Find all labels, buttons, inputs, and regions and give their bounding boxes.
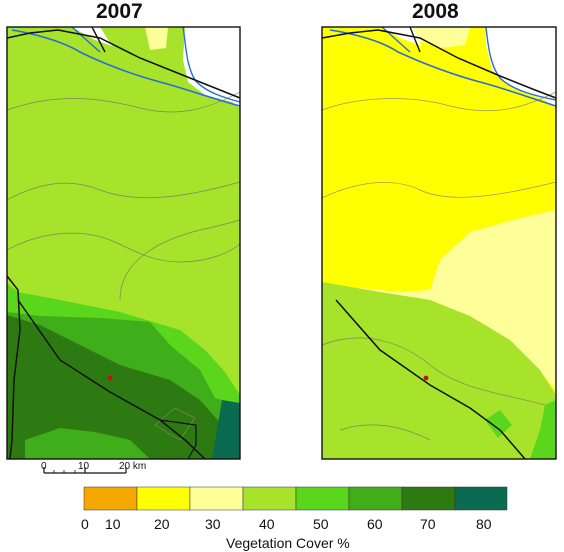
legend-swatch-1 — [136, 486, 191, 511]
scale-label-20km: 20 km — [119, 461, 147, 472]
scale-bar — [43, 467, 127, 474]
map-2007-river-branch — [71, 26, 101, 53]
map-2008-zone-30 — [322, 210, 556, 390]
map-2007-border — [6, 26, 241, 460]
map-2007-contour — [119, 219, 241, 301]
map-2007-contour — [6, 91, 241, 113]
map-2007-road — [91, 26, 106, 53]
map-2008-river-branch — [485, 26, 557, 101]
map-2008-unmapped-area — [486, 27, 556, 108]
legend-color-bar — [83, 486, 508, 511]
map-2008-site-marker — [423, 375, 429, 381]
map-2008-zone-50 — [530, 400, 556, 459]
scale-label-0: 0 — [41, 461, 47, 472]
map-2008-contour — [321, 91, 557, 112]
legend-tick-60: 60 — [367, 516, 383, 532]
map-2008-road — [321, 29, 557, 99]
map-2008-river — [329, 29, 557, 107]
map-2007-site-marker — [107, 375, 113, 381]
legend-swatch-5 — [348, 486, 403, 511]
legend-tick-70: 70 — [420, 516, 436, 532]
map-2007-contour — [154, 407, 196, 441]
scale-label-10: 10 — [78, 461, 90, 472]
map-2008 — [321, 26, 557, 460]
map-2007-unmapped-area — [183, 27, 240, 108]
map-title-2007: 2007 — [96, 0, 143, 23]
map-title-2008: 2008 — [412, 0, 459, 23]
map-2008-patch-50 — [485, 410, 512, 438]
legend-tick-40: 40 — [259, 516, 275, 532]
map-2007-contour — [6, 181, 241, 201]
legend-swatch-7 — [454, 486, 508, 511]
legend-tick-50: 50 — [313, 516, 329, 532]
legend-tick-80: 80 — [476, 516, 492, 532]
map-2008-road — [335, 299, 526, 460]
legend-swatch-2 — [189, 486, 244, 511]
map-2008-contour — [321, 337, 546, 406]
legend-swatch-4 — [295, 486, 350, 511]
map-2007-road — [159, 419, 197, 460]
map-2007-zone-70 — [7, 315, 230, 459]
map-2008-road — [409, 26, 421, 53]
map-2008-patch-30 — [408, 27, 470, 48]
map-2008-contour — [339, 424, 431, 441]
map-2007-road — [6, 275, 21, 460]
map-2007-zone-80 — [212, 400, 240, 459]
map-2007-patch-30 — [145, 27, 168, 50]
map-2007-road — [17, 299, 206, 460]
legend-swatch-0 — [83, 486, 138, 511]
legend-title: Vegetation Cover % — [226, 535, 350, 551]
legend-swatch-3 — [242, 486, 297, 511]
map-2008-river-branch — [381, 26, 411, 53]
legend-tick-10: 10 — [105, 516, 121, 532]
map-2008-border — [321, 26, 557, 460]
map-2007-patch-60 — [25, 428, 150, 459]
legend-tick-30: 30 — [205, 516, 221, 532]
map-2007-road — [6, 29, 241, 99]
legend-tick-20: 20 — [154, 516, 170, 532]
map-2007-river — [11, 29, 241, 107]
map-2007-contour — [6, 232, 241, 263]
map-2007 — [6, 26, 241, 460]
map-2008-contour — [321, 181, 557, 199]
legend-tick-0: 0 — [81, 516, 89, 532]
legend-swatch-6 — [401, 486, 456, 511]
